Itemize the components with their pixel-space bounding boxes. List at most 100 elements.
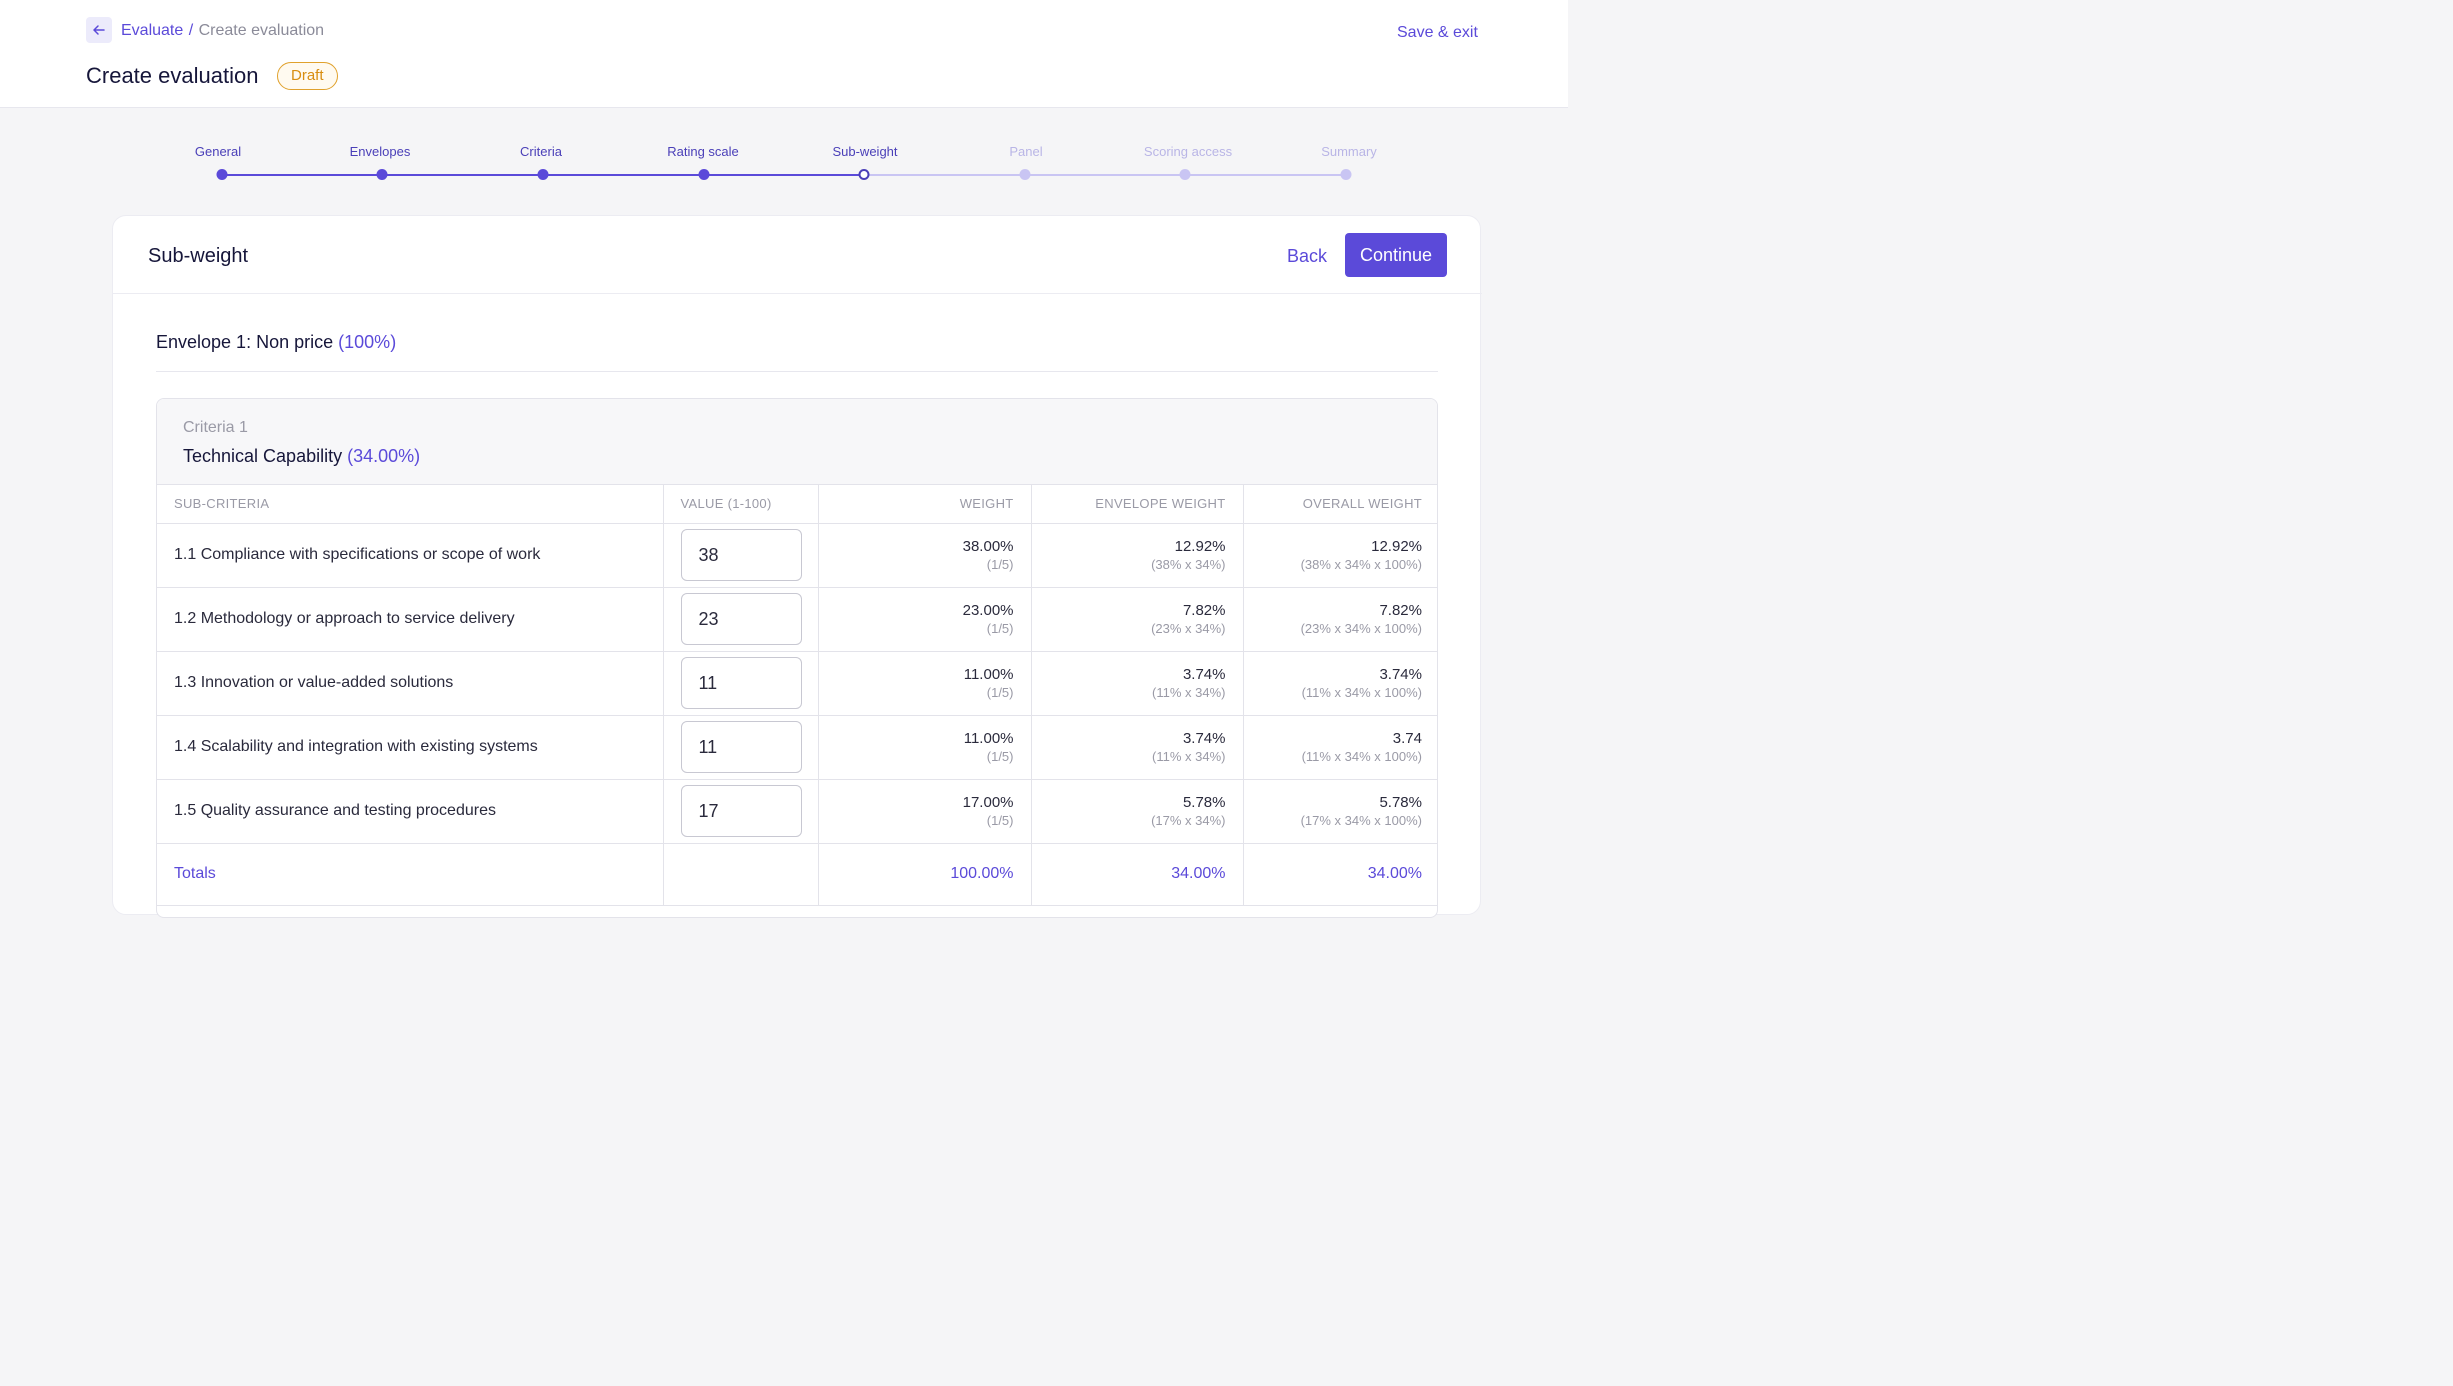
envelope-weight-value: 12.92% [1174,538,1226,555]
totals-label: Totals [157,843,664,906]
top-bar: Evaluate / Create evaluation Create eval… [0,0,1568,108]
criteria-header: Criteria 1 Technical Capability (34.00%) [157,399,1437,485]
step-label-summary[interactable]: Summary [1321,144,1377,159]
envelope-weight-value: 3.74% [1182,666,1226,683]
weight-fraction: (1/5) [986,685,1014,700]
totals-overall-weight: 34.00% [1243,843,1437,906]
sub-criteria-name: 1.5 Quality assurance and testing proced… [157,779,664,844]
value-input[interactable] [680,529,802,581]
overall-weight-cell: 7.82% (23% x 34% x 100%) [1243,587,1437,652]
weight-value: 11.00% [963,730,1014,747]
page-title: Create evaluation [86,63,259,88]
step-label-sub-weight[interactable]: Sub-weight [832,144,898,159]
envelope-weight-cell: 7.82% (23% x 34%) [1031,587,1244,652]
weight-cell: 17.00% (1/5) [818,779,1032,844]
weight-fraction: (1/5) [986,621,1014,636]
overall-weight-cell: 5.78% (17% x 34% x 100%) [1243,779,1437,844]
continue-button[interactable]: Continue [1345,233,1447,277]
overall-weight-formula: (17% x 34% x 100%) [1300,813,1422,828]
totals-weight: 100.00% [818,843,1032,906]
value-input[interactable] [680,785,802,837]
sub-criteria-name: 1.2 Methodology or approach to service d… [157,587,664,652]
back-arrow-button[interactable] [86,17,112,43]
overall-weight-formula: (11% x 34% x 100%) [1301,749,1422,764]
criteria-title: Technical Capability (34.00%) [183,445,420,467]
step-dot-summary[interactable] [1340,169,1352,180]
totals-row: Totals 100.00% 34.00% 34.00% [157,843,1437,906]
envelope-weight-value: 5.78% [1182,794,1226,811]
breadcrumb: Evaluate / Create evaluation [121,21,324,41]
envelope-weight-cell: 12.92% (38% x 34%) [1031,523,1244,588]
step-label-scoring-access[interactable]: Scoring access [1143,144,1233,159]
overall-weight-formula: (38% x 34% x 100%) [1300,557,1422,572]
column-header-envelope-weight: ENVELOPE WEIGHT [1031,485,1244,524]
card-header: Sub-weight Back Continue [113,216,1482,294]
step-dot-envelopes[interactable] [376,169,388,180]
back-button[interactable]: Back [1287,246,1328,266]
step-label-envelopes[interactable]: Envelopes [349,144,411,159]
step-dot-rating-scale[interactable] [698,169,710,180]
totals-envelope-weight: 34.00% [1031,843,1244,906]
weight-cell: 11.00% (1/5) [818,651,1032,716]
step-dot-criteria[interactable] [537,169,549,180]
column-header-sub-criteria: SUB-CRITERIA [157,485,664,524]
step-label-rating-scale[interactable]: Rating scale [667,144,739,159]
breadcrumb-current: Create evaluation [198,22,325,39]
envelope-weight-formula: (11% x 34%) [1152,749,1226,764]
envelope-weight-value: 7.82% [1182,602,1226,619]
weight-fraction: (1/5) [986,749,1014,764]
table-header-row: SUB-CRITERIA VALUE (1-100) WEIGHT ENVELO… [157,485,1437,524]
column-header-weight: WEIGHT [818,485,1032,524]
save-exit-link[interactable]: Save & exit [1397,24,1478,41]
weight-value: 23.00% [962,602,1014,619]
table-row: 1.3 Innovation or value-added solutions 1… [157,651,1437,716]
step-label-panel[interactable]: Panel [1009,144,1043,159]
value-input[interactable] [680,593,802,645]
table-row: 1.1 Compliance with specifications or sc… [157,523,1437,588]
overall-weight-formula: (23% x 34% x 100%) [1300,621,1422,636]
overall-weight-value: 7.82% [1379,602,1422,619]
step-label-criteria[interactable]: Criteria [520,144,562,159]
weight-cell: 11.00% (1/5) [818,715,1032,780]
step-dot-panel[interactable] [1019,169,1031,180]
criteria-section: Criteria 1 Technical Capability (34.00%)… [156,398,1438,918]
envelope-title: Envelope 1: Non price (100%) [156,331,396,353]
table-body: 1.1 Compliance with specifications or sc… [157,523,1437,906]
step-dot-scoring-access[interactable] [1179,169,1191,180]
envelope-weight-formula: (38% x 34%) [1151,557,1226,572]
envelope-weight-cell: 5.78% (17% x 34%) [1031,779,1244,844]
value-input[interactable] [680,657,802,709]
step-dot-general[interactable] [216,169,228,180]
sub-criteria-name: 1.1 Compliance with specifications or sc… [157,523,664,588]
sub-weight-card: Sub-weight Back Continue Envelope 1: Non… [112,215,1482,918]
value-input[interactable] [680,721,802,773]
envelope-weight-value: 3.74% [1182,730,1226,747]
sub-criteria-name: 1.3 Innovation or value-added solutions [157,651,664,716]
weight-value: 11.00% [963,666,1014,683]
breadcrumb-separator: / [188,22,194,39]
breadcrumb-evaluate-link[interactable]: Evaluate [121,22,184,39]
overall-weight-value: 12.92% [1371,538,1422,555]
table-row: 1.4 Scalability and integration with exi… [157,715,1437,780]
envelope-weight-cell: 3.74% (11% x 34%) [1031,715,1244,780]
stepper-line-pending [864,174,1346,176]
weight-cell: 23.00% (1/5) [818,587,1032,652]
overall-weight-cell: 3.74% (11% x 34% x 100%) [1243,651,1437,716]
value-cell [663,779,819,844]
criteria-percent: (34.00%) [347,446,421,466]
overall-weight-value: 5.78% [1379,794,1422,811]
overall-weight-value: 3.74 [1392,730,1422,747]
table-row: 1.5 Quality assurance and testing proced… [157,779,1437,844]
totals-value-cell [663,843,819,906]
sub-criteria-name: 1.4 Scalability and integration with exi… [157,715,664,780]
step-dot-sub-weight[interactable] [858,169,870,180]
weight-fraction: (1/5) [986,813,1014,828]
weight-value: 38.00% [962,538,1014,555]
weight-fraction: (1/5) [986,557,1014,572]
overall-weight-value: 3.74% [1379,666,1422,683]
step-label-general[interactable]: General [194,144,242,159]
overall-weight-cell: 12.92% (38% x 34% x 100%) [1243,523,1437,588]
weight-cell: 38.00% (1/5) [818,523,1032,588]
envelope-weight-formula: (17% x 34%) [1151,813,1226,828]
criteria-label: Criteria 1 [183,419,248,436]
